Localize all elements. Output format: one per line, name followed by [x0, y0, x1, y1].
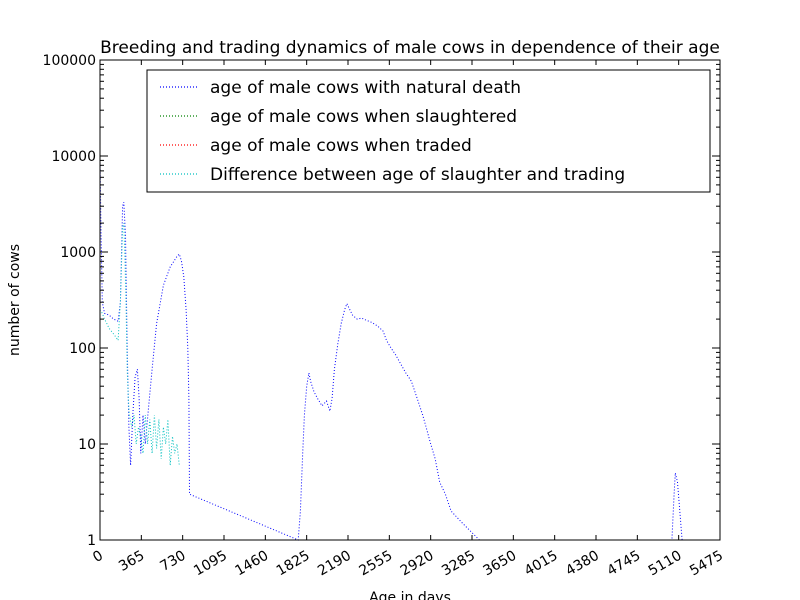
x-tick-label: 4380 [563, 548, 602, 580]
legend: age of male cows with natural death age o… [146, 69, 711, 193]
series-line-4 [99, 222, 180, 466]
y-tick-label: 1 [87, 533, 96, 549]
y-tick-label: 100 [69, 341, 96, 357]
x-tick-label: 3285 [439, 548, 478, 580]
legend-label-2: age of male cows when slaughtered [210, 107, 517, 127]
x-tick-label: 3650 [480, 548, 519, 580]
x-tick-label: 1825 [274, 548, 313, 580]
chart-title: Breeding and trading dynamics of male co… [100, 38, 720, 58]
x-tick-label: 0 [90, 548, 106, 566]
x-tick-label: 2190 [315, 548, 354, 580]
legend-label-1: age of male cows with natural death [210, 78, 521, 98]
x-tick-label: 4015 [522, 548, 561, 580]
plot-frame [99, 59, 721, 541]
x-tick-label: 5475 [687, 548, 726, 580]
x-tick-label: 5110 [646, 548, 685, 580]
x-tick-label: 730 [158, 548, 189, 575]
series-layer [99, 160, 683, 541]
y-axis-label: number of cows [7, 244, 23, 356]
y-tick-label: 100000 [43, 53, 96, 69]
y-axis: 1 10 100 1000 10000 100000 [43, 53, 720, 549]
x-tick-label: 1095 [191, 548, 230, 580]
x-tick-label: 2920 [398, 548, 437, 580]
x-tick-label: 365 [116, 548, 147, 575]
x-tick-label: 2555 [356, 548, 395, 580]
y-tick-label: 10000 [51, 149, 96, 165]
y-tick-label: 1000 [60, 245, 96, 261]
legend-box [146, 69, 711, 193]
y-tick-label: 10 [78, 437, 96, 453]
x-axis-label: Age in days [369, 590, 451, 600]
legend-label-3: age of male cows when traded [210, 136, 472, 156]
legend-label-4: Difference between age of slaughter and … [210, 165, 625, 185]
x-tick-label: 1460 [232, 548, 271, 580]
series-line-1 [99, 160, 683, 541]
x-tick-label: 4745 [604, 548, 643, 580]
